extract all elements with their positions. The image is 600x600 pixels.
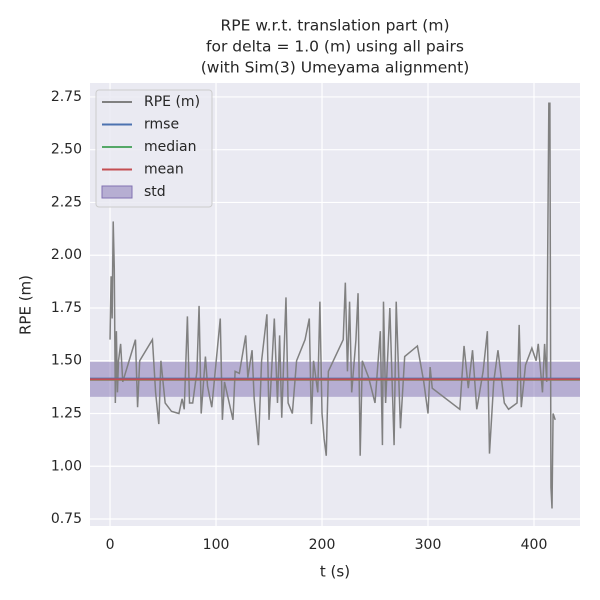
y-tick-label: 1.75 [51, 300, 82, 316]
y-tick-label: 2.25 [51, 194, 82, 210]
plot-layer [90, 102, 580, 509]
legend-label: std [144, 184, 166, 200]
legend-label: median [144, 139, 196, 155]
legend-label: rmse [144, 117, 179, 133]
y-tick-label: 1.50 [51, 353, 82, 369]
x-tick-label: 200 [309, 537, 336, 553]
data-line [109, 102, 556, 509]
y-tick-label: 2.50 [51, 142, 82, 158]
y-tick-label: 1.00 [51, 458, 82, 474]
x-tick-label: 300 [415, 537, 442, 553]
legend-box [95, 89, 213, 208]
legend-label: mean [144, 162, 184, 178]
x-tick-label: 400 [521, 537, 548, 553]
y-axis-label: RPE (m) [17, 275, 35, 335]
legend-label: RPE (m) [144, 94, 200, 110]
chart-title: RPE w.r.t. translation part (m) [220, 17, 449, 35]
x-axis-label: t (s) [320, 563, 350, 581]
legend-swatch [101, 185, 133, 199]
y-tick-label: 0.75 [51, 511, 82, 527]
y-tick-label: 2.75 [51, 89, 82, 105]
y-tick-label: 1.25 [51, 406, 82, 422]
x-tick-label: 0 [106, 537, 115, 553]
chart-title: for delta = 1.0 (m) using all pairs [206, 38, 464, 56]
x-tick-label: 100 [203, 537, 230, 553]
y-tick-label: 2.00 [51, 247, 82, 263]
chart-title: (with Sim(3) Umeyama alignment) [201, 59, 470, 77]
